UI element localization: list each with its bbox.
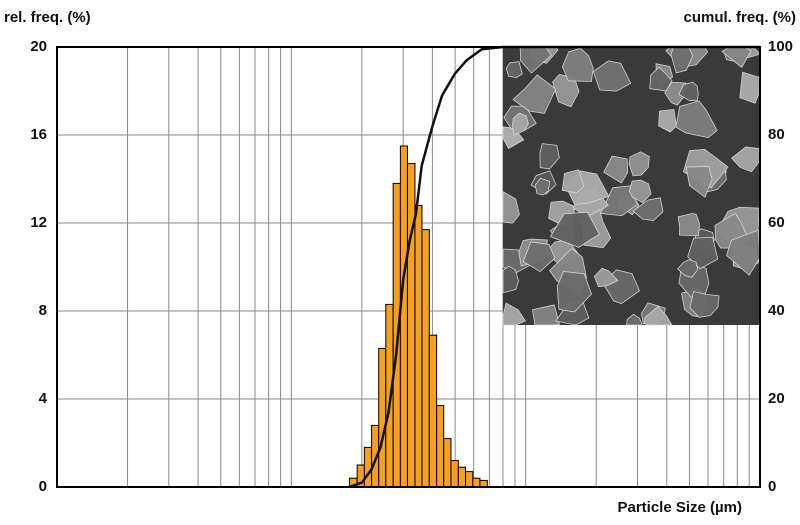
sem-particle [632,197,664,221]
y2-tick-label: 80 [768,126,785,143]
y2-tick-label: 100 [768,38,793,55]
bar [457,466,467,488]
sem-image [502,46,761,326]
sem-particle [677,213,700,237]
bar [406,163,416,488]
sem-particle [675,100,718,139]
y2-tick-label: 60 [768,214,785,231]
sem-particle [502,265,519,294]
sem-particle [687,236,719,270]
sem-particle [593,267,619,288]
bar [421,229,430,488]
y-tick-label: 4 [39,390,48,407]
y-tick-label: 0 [39,478,47,495]
sem-particle [643,305,673,326]
y2-tick-label: 40 [768,302,785,319]
sem-particle [626,313,644,326]
sem-particle [519,46,552,74]
sem-particle [664,81,687,106]
sem-particle [502,191,520,224]
sem-particle [561,169,585,194]
y2-tick-label: 20 [768,390,785,407]
sem-particle [689,290,720,318]
y-tick-label: 16 [30,126,47,143]
sem-particle [556,271,592,313]
sem-particle [685,166,713,198]
y-tick-label: 8 [39,302,47,319]
y2-axis-label: cumul. freq. (%) [683,9,796,26]
bar [450,460,459,488]
bar [363,446,373,488]
cumulative-line [349,45,760,489]
bar [472,477,481,488]
bar [399,145,408,488]
sem-particle [628,151,650,177]
y-tick-label: 12 [30,214,47,231]
sem-particle [554,301,590,326]
bar [378,347,387,488]
y-tick-label: 20 [30,38,47,55]
bar [465,471,474,488]
sem-particle [678,81,699,102]
x-axis-label: Particle Size (µm) [617,499,742,516]
bar [436,405,445,488]
sem-particle [592,60,632,92]
y2-tick-label: 0 [768,478,776,495]
bar [443,438,452,488]
sem-particle [649,66,673,92]
plot-frame [56,46,761,488]
bar [414,204,423,488]
sem-particle [505,61,523,79]
sem-particle [532,304,560,326]
sem-particle [658,109,677,133]
sem-particle [502,302,526,326]
sem-particle [677,259,699,278]
sem-particle [603,155,629,184]
sem-particle [534,177,551,196]
sem-particle [539,143,560,170]
sem-particle [739,71,761,104]
bar [428,334,438,488]
sem-particle [628,179,652,204]
sem-particle [512,74,557,114]
sem-particle [512,112,529,136]
y-axis-label: rel. freq. (%) [4,9,91,26]
bar [385,303,394,488]
sem-particle [522,241,556,273]
sem-particle [726,229,761,276]
sem-particle [549,211,600,248]
sem-particle [561,47,594,82]
